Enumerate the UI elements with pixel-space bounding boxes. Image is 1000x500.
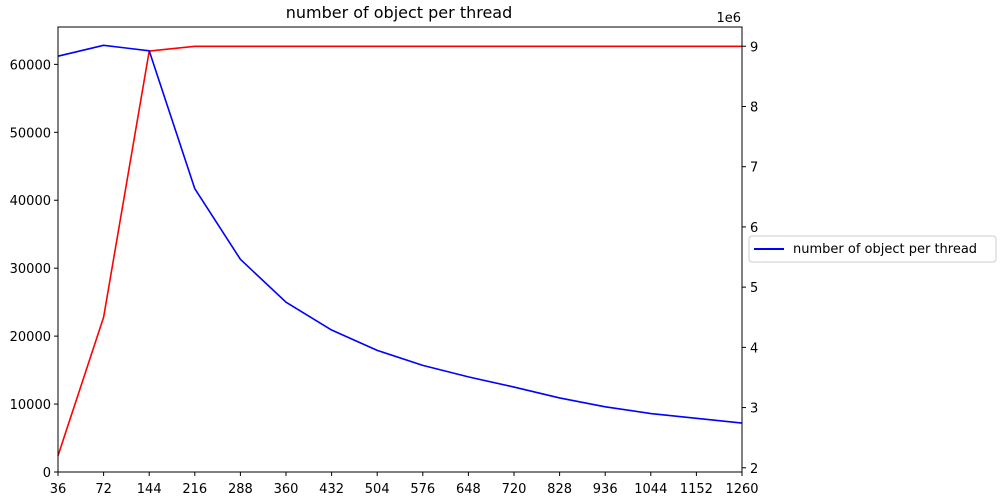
left-y-axis: 0 10000 20000 30000 40000 50000 60000 [10, 58, 58, 481]
right-y-tick-label: 7 [750, 161, 758, 176]
x-tick-label: 288 [228, 482, 253, 497]
x-tick-label: 144 [137, 482, 162, 497]
right-y-tick-label: 5 [750, 281, 758, 296]
right-y-tick-label: 6 [750, 221, 758, 236]
x-tick-label: 504 [365, 482, 390, 497]
x-tick-label: 1260 [725, 482, 758, 497]
left-y-tick-label: 10000 [10, 398, 51, 413]
legend-box [748, 235, 997, 263]
x-tick-label: 360 [274, 482, 299, 497]
left-y-tick-label: 20000 [10, 330, 51, 345]
x-tick-label: 720 [502, 482, 527, 497]
chart-title: number of object per thread [286, 3, 513, 22]
right-y-tick-label: 8 [750, 100, 758, 115]
right-y-tick-label: 9 [750, 40, 758, 55]
plot-frame [57, 26, 743, 473]
series-line-red [57, 45, 742, 456]
left-y-tick-label: 50000 [10, 126, 51, 141]
x-tick-label: 576 [410, 482, 435, 497]
x-tick-label: 216 [182, 482, 207, 497]
right-axis-scale-label: 1e6 [716, 11, 741, 26]
x-tick-label: 1044 [634, 482, 667, 497]
right-y-tick-label: 4 [750, 341, 758, 356]
x-tick-label: 828 [547, 482, 572, 497]
left-y-tick-label: 40000 [10, 194, 51, 209]
legend-label: number of object per thread [793, 242, 977, 257]
legend: number of object per thread [748, 235, 997, 263]
left-y-tick-label: 60000 [10, 58, 51, 73]
plot-lines [57, 44, 743, 456]
x-axis: 36 72 144 216 288 360 432 504 576 648 720 828 936 104… [50, 472, 759, 497]
x-tick-label: 36 [50, 482, 67, 497]
x-tick-label: 936 [593, 482, 618, 497]
left-y-tick-label: 0 [43, 466, 51, 481]
x-tick-label: 1152 [680, 482, 713, 497]
left-y-tick-label: 30000 [10, 262, 51, 277]
right-y-tick-label: 2 [750, 462, 758, 477]
x-tick-label: 432 [319, 482, 344, 497]
x-tick-label: 648 [456, 482, 481, 497]
right-y-tick-label: 3 [750, 402, 758, 417]
series-line-number-of-object-per-thread [57, 44, 743, 424]
right-y-axis: 2 3 4 5 6 7 8 9 [742, 40, 758, 477]
x-tick-label: 72 [95, 482, 112, 497]
